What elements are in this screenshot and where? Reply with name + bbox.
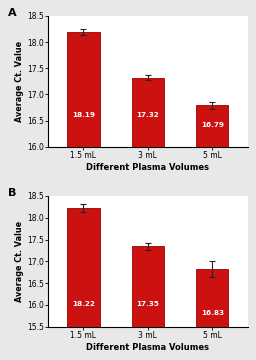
Bar	[67, 208, 100, 327]
Text: 16.79: 16.79	[201, 122, 224, 129]
Text: 16.83: 16.83	[201, 310, 224, 316]
Y-axis label: Average Ct. Value: Average Ct. Value	[15, 41, 24, 122]
Y-axis label: Average Ct. Value: Average Ct. Value	[15, 221, 24, 302]
Bar	[132, 246, 164, 327]
Bar	[67, 32, 100, 147]
Text: A: A	[8, 8, 17, 18]
Bar	[196, 269, 228, 327]
Text: 18.22: 18.22	[72, 301, 95, 307]
X-axis label: Different Plasma Volumes: Different Plasma Volumes	[86, 343, 209, 352]
Text: 18.19: 18.19	[72, 112, 95, 118]
Bar	[132, 78, 164, 147]
Text: 17.35: 17.35	[136, 301, 159, 307]
Text: B: B	[8, 188, 16, 198]
Text: 17.32: 17.32	[136, 112, 159, 118]
Bar	[196, 105, 228, 147]
X-axis label: Different Plasma Volumes: Different Plasma Volumes	[86, 163, 209, 172]
